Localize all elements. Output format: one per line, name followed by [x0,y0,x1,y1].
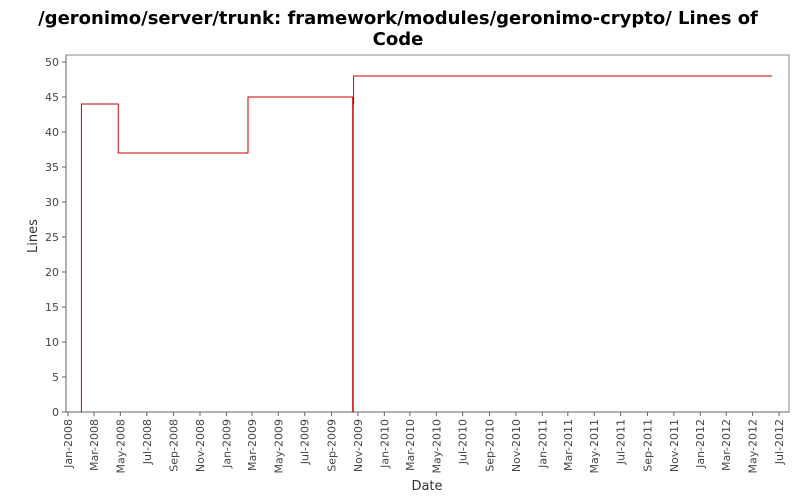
x-tick-label: Jul-2012 [773,419,786,465]
x-tick-label: Nov-2009 [352,419,365,472]
series-layer [80,75,773,413]
x-tick-label: Nov-2010 [510,419,523,472]
y-tick-label: 45 [45,91,59,104]
series-line-0 [80,75,773,413]
x-tick-label: May-2008 [114,419,127,474]
x-tick-label: May-2012 [747,419,760,474]
y-tick-label: 5 [52,371,59,384]
y-tick-label: 30 [45,196,59,209]
x-tick-label: Mar-2011 [562,419,575,471]
x-tick-label: Sep-2011 [641,419,654,472]
y-axis-label: Lines [26,219,41,253]
x-tick-label: Mar-2008 [88,419,101,471]
x-axis-label: Date [411,479,442,494]
x-tick-label: May-2010 [430,419,443,474]
chart-title-line-1: /geronimo/server/trunk: framework/module… [38,8,758,29]
y-tick-label: 20 [45,266,59,279]
x-tick-label: Jan-2009 [220,419,233,469]
x-tick-label: Jul-2008 [141,419,154,465]
x-tick-label: Jul-2009 [299,419,312,465]
x-tick-label: Jan-2008 [62,419,75,469]
y-tick-label: 15 [45,301,59,314]
y-tick-label: 25 [45,231,59,244]
y-tick-label: 50 [45,56,59,69]
x-tick-label: Jul-2011 [615,419,628,465]
x-tick-label: Mar-2010 [404,419,417,471]
x-tick-label: Sep-2009 [326,419,339,472]
x-tick-label: Jan-2012 [694,419,707,469]
x-tick-label: Nov-2011 [668,419,681,472]
x-tick-label: May-2009 [272,419,285,474]
x-axis: Jan-2008 Mar-2008 May-2008 Jul-2008 Sep-2008… [62,411,789,474]
y-axis: 0 5 10 15 20 25 30 35 40 45 50 [45,55,67,419]
x-tick-label: Sep-2008 [168,419,181,472]
x-tick-label: Nov-2008 [194,419,207,472]
x-tick-label: Jul-2010 [457,419,470,465]
x-tick-label: Jan-2010 [378,419,391,469]
y-tick-label: 40 [45,126,59,139]
y-tick-label: 35 [45,161,59,174]
chart-title-line-2: Code [373,29,424,50]
y-tick-label: 10 [45,336,59,349]
x-tick-label: Jan-2011 [536,419,549,469]
x-tick-label: Mar-2012 [720,419,733,471]
x-tick-label: Sep-2010 [483,419,496,472]
y-tick-label: 0 [52,406,59,419]
x-tick-label: May-2011 [588,419,601,474]
plot-area [65,54,790,413]
x-tick-label: Mar-2009 [246,419,259,471]
